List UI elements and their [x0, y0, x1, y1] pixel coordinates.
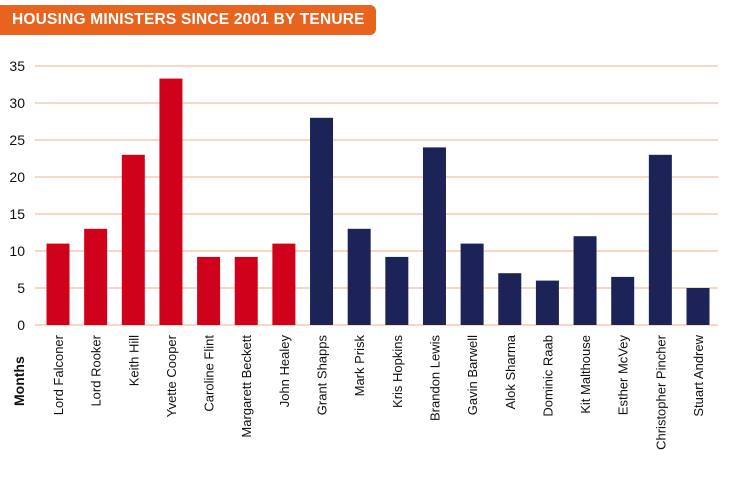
x-tick-label: Alok Sharma — [503, 334, 518, 409]
bar — [686, 288, 710, 325]
bar — [498, 273, 522, 325]
x-tick-label: Kris Hopkins — [390, 335, 405, 408]
x-tick-label: Dominic Raab — [540, 335, 555, 417]
bar — [422, 147, 446, 325]
bar — [197, 256, 221, 325]
x-tick-label: Lord Falconer — [51, 334, 66, 415]
y-axis-label: Months — [11, 356, 27, 406]
y-tick-label: 10 — [9, 243, 25, 259]
bar — [84, 228, 108, 325]
x-tick-label: Mark Prisk — [352, 335, 367, 397]
bar — [648, 154, 672, 325]
gridlines — [35, 65, 718, 326]
y-tick-label: 20 — [9, 169, 25, 185]
bar — [573, 236, 597, 325]
y-axis-ticks: 0 5 10 15 20 25 30 35 — [9, 58, 25, 333]
bar — [535, 280, 559, 325]
bar — [46, 243, 70, 325]
x-tick-label: Kit Malthouse — [578, 335, 593, 414]
x-tick-label: Margarett Beckett — [239, 335, 254, 438]
y-tick-label: 0 — [17, 317, 25, 333]
x-tick-label: Yvette Cooper — [164, 334, 179, 417]
y-tick-label: 25 — [9, 132, 25, 148]
bar — [611, 276, 635, 325]
bar — [385, 256, 409, 325]
x-tick-label: Brandon Lewis — [427, 335, 442, 421]
x-tick-label: Keith Hill — [126, 335, 141, 386]
bar — [347, 228, 371, 325]
y-tick-label: 5 — [17, 280, 25, 296]
bar — [159, 78, 183, 325]
chart-title-bar: HOUSING MINISTERS SINCE 2001 BY TENURE — [0, 5, 376, 35]
x-tick-label: Stuart Andrew — [691, 334, 706, 416]
chart-title: HOUSING MINISTERS SINCE 2001 BY TENURE — [12, 11, 365, 28]
y-tick-label: 35 — [9, 58, 25, 74]
bar — [310, 117, 334, 325]
bar — [234, 256, 258, 325]
bar — [121, 154, 145, 325]
y-tick-label: 15 — [9, 206, 25, 222]
x-tick-label: Lord Rooker — [89, 334, 104, 406]
y-tick-label: 30 — [9, 95, 25, 111]
x-tick-label: Esther McVey — [616, 335, 631, 416]
bar — [460, 243, 484, 325]
bar — [272, 243, 296, 325]
x-tick-label: Grant Shapps — [315, 335, 330, 416]
x-axis-labels: Lord Falconer Lord Rooker Keith Hill Yvette… — [51, 334, 706, 450]
x-tick-label: Caroline Flint — [202, 335, 217, 412]
x-tick-label: Gavin Barwell — [465, 335, 480, 415]
x-tick-label: Christopher Pincher — [653, 334, 668, 450]
bars — [46, 78, 710, 325]
x-tick-label: John Healey — [277, 335, 292, 408]
